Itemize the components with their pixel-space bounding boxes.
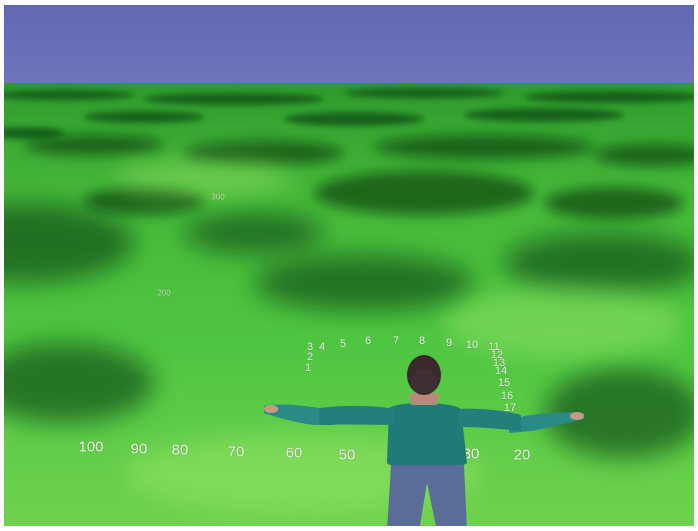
distance-label: 20	[513, 446, 531, 464]
distance-label: 14	[494, 365, 508, 377]
distance-label: 90	[130, 440, 148, 458]
distance-label: 1	[304, 362, 312, 374]
sky	[4, 5, 694, 87]
distance-label: 200	[157, 288, 171, 298]
distance-label: 80	[171, 441, 189, 459]
distance-label: 4	[318, 341, 326, 353]
distance-label: 30	[462, 445, 480, 463]
distance-label: 70	[227, 443, 245, 461]
terrain	[4, 83, 694, 526]
distance-label: 9	[445, 337, 453, 349]
distance-label: 15	[497, 377, 511, 389]
distance-label: 300	[211, 192, 225, 202]
distance-label: 5	[339, 338, 347, 350]
distance-label: 11	[488, 341, 500, 353]
distance-label: 17	[503, 402, 517, 414]
distance-label: 2	[306, 351, 314, 363]
distance-label: 8	[418, 335, 426, 347]
distance-label: 100	[78, 438, 104, 456]
distance-label: 3	[306, 341, 314, 353]
game-viewport[interactable]: 3002003214567891011121314151617181009080…	[4, 5, 694, 526]
distance-label: 12	[490, 349, 504, 361]
distance-label: 60	[285, 444, 303, 462]
distance-label: 50	[338, 446, 356, 464]
distance-label: 7	[392, 335, 400, 347]
distance-label: 16	[500, 390, 514, 402]
player-avatar[interactable]	[259, 353, 589, 526]
distance-label: 10	[465, 339, 479, 351]
distance-label: 13	[492, 357, 506, 369]
distance-label: 6	[364, 335, 372, 347]
